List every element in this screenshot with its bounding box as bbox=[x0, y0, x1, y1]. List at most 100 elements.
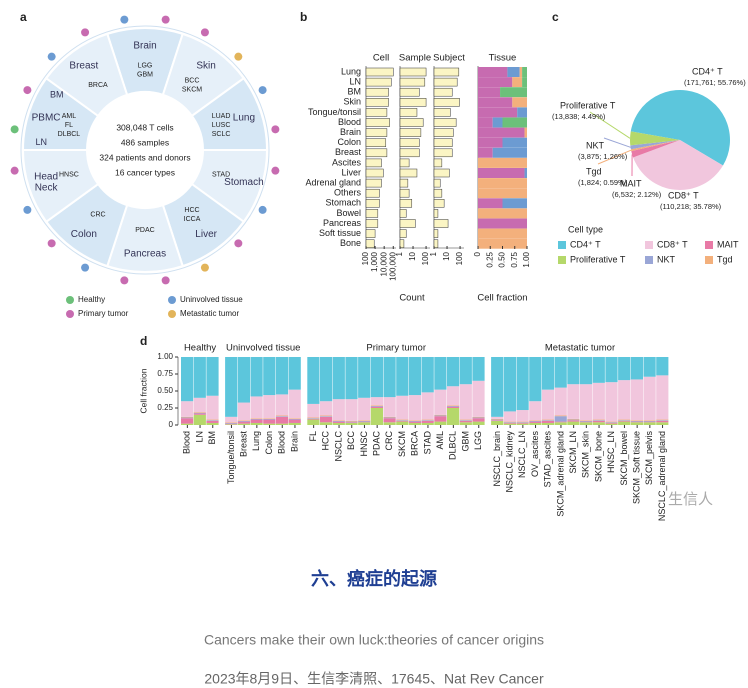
bar-segment bbox=[408, 421, 422, 423]
bar bbox=[433, 239, 439, 248]
bar-segment bbox=[554, 357, 567, 388]
bar-segment bbox=[491, 418, 504, 420]
x-tick-label: STAD bbox=[422, 431, 432, 455]
bar-segment bbox=[307, 357, 320, 404]
bar-segment bbox=[225, 423, 238, 425]
bar bbox=[433, 188, 443, 198]
bar-segment bbox=[181, 357, 194, 402]
bar-segment bbox=[307, 418, 320, 420]
column-title: Sample bbox=[399, 53, 431, 64]
slice-name: CD8⁺ T bbox=[668, 190, 699, 200]
bar-segment bbox=[181, 418, 194, 424]
center-text: 16 cancer types bbox=[115, 167, 175, 177]
bar-segment bbox=[275, 357, 289, 395]
bar bbox=[433, 148, 453, 158]
bar-segment bbox=[554, 387, 567, 416]
bar-segment bbox=[421, 422, 434, 425]
bar-segment bbox=[529, 422, 542, 425]
bar bbox=[399, 239, 405, 248]
segment-subtype: SCLC bbox=[212, 131, 231, 138]
bar-segment bbox=[206, 420, 219, 423]
bar-segment bbox=[605, 421, 618, 423]
bar-segment bbox=[307, 417, 320, 419]
bar bbox=[433, 77, 458, 87]
legend-label: CD8⁺ T bbox=[657, 239, 688, 249]
bar-segment bbox=[516, 423, 529, 425]
legend-label: MAIT bbox=[717, 239, 739, 249]
bar-segment bbox=[288, 419, 301, 423]
x-tick-label: 0.25 bbox=[485, 251, 494, 267]
x-tick-label: SKCM bbox=[397, 431, 407, 457]
legend-swatch bbox=[558, 241, 566, 249]
bar-segment bbox=[332, 357, 345, 400]
bar-segment bbox=[396, 421, 409, 425]
bar-segment bbox=[358, 357, 371, 398]
segment-subtype: LUAD bbox=[212, 113, 231, 120]
bar bbox=[399, 188, 410, 198]
bar-segment bbox=[345, 422, 358, 425]
bar-segment bbox=[447, 408, 460, 425]
bar-segment bbox=[491, 419, 504, 421]
legend-label: Primary tumor bbox=[78, 309, 129, 318]
bar-segment bbox=[478, 238, 527, 249]
segment-subtype: CRC bbox=[90, 212, 105, 219]
segment-name: Neck bbox=[35, 182, 59, 193]
bar-segment bbox=[370, 405, 383, 407]
bar-segment bbox=[630, 420, 643, 422]
bar bbox=[399, 158, 410, 168]
x-tick-label: CRC bbox=[384, 431, 394, 451]
bar-segment bbox=[237, 423, 250, 425]
bar-segment bbox=[630, 421, 643, 423]
bar bbox=[433, 138, 453, 147]
x-tick-label: 100 bbox=[421, 251, 430, 265]
bar-segment bbox=[541, 389, 555, 420]
bar bbox=[399, 77, 426, 87]
leader bbox=[597, 149, 632, 165]
x-tick-label: Colon bbox=[264, 431, 274, 455]
segment-subtype: PDAC bbox=[135, 227, 154, 234]
x-tick-label: 100 bbox=[455, 251, 464, 265]
x-tick-label: HNSC_LN bbox=[606, 431, 616, 473]
bar bbox=[365, 108, 388, 117]
x-tick-label: 10 bbox=[408, 251, 417, 260]
bar-segment bbox=[643, 422, 656, 425]
bar-segment bbox=[250, 418, 263, 420]
bar-segment bbox=[618, 421, 631, 425]
bar-segment bbox=[275, 423, 289, 425]
bar-segment bbox=[522, 77, 527, 88]
x-tick-label: OV_ascites bbox=[530, 431, 540, 478]
segment-subtype: LGG bbox=[138, 62, 153, 69]
bar-segment bbox=[345, 421, 358, 423]
segment-subtype: SKCM bbox=[182, 87, 202, 94]
bar-segment bbox=[541, 420, 555, 423]
legend-swatch bbox=[645, 241, 653, 249]
segment-subtype: FL bbox=[65, 122, 73, 129]
bar-segment bbox=[434, 421, 447, 425]
bar-segment bbox=[478, 97, 513, 108]
bar-segment bbox=[383, 418, 396, 423]
bar-segment bbox=[396, 357, 409, 396]
pie-slice bbox=[633, 140, 723, 190]
bar-segment bbox=[358, 421, 371, 423]
bar-segment bbox=[478, 168, 525, 178]
y-tick-label: Liver bbox=[341, 167, 361, 177]
bar bbox=[365, 148, 388, 158]
bar-segment bbox=[307, 419, 320, 425]
slice-value: (1,824; 0.59%) bbox=[578, 178, 628, 187]
bar-segment bbox=[421, 420, 434, 423]
bar-segment bbox=[592, 357, 605, 383]
bar-segment bbox=[516, 357, 529, 411]
bar-segment bbox=[447, 386, 460, 406]
bar-segment bbox=[181, 417, 194, 419]
bar-segment bbox=[592, 382, 605, 420]
slice-value: (3,875; 1.26%) bbox=[578, 152, 628, 161]
y-tick-label: Colon bbox=[337, 137, 361, 147]
x-tick-label: Tongue/tonsil bbox=[226, 431, 236, 484]
bar-segment bbox=[447, 357, 460, 387]
x-tick-label: BM bbox=[207, 431, 217, 445]
segment-subtype: DLBCL bbox=[58, 131, 81, 138]
bar-segment bbox=[491, 420, 504, 425]
segment-subtype: STAD bbox=[212, 172, 230, 179]
bar-segment bbox=[193, 397, 206, 413]
bar-segment bbox=[630, 422, 643, 425]
